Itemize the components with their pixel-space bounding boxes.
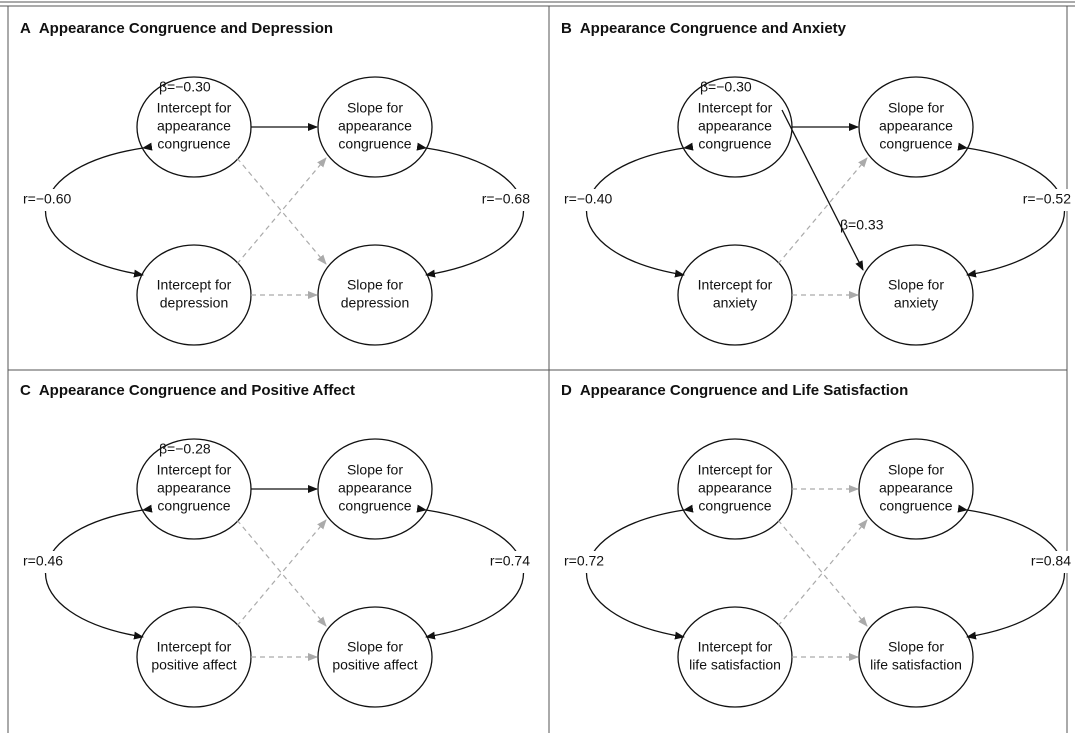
node-label: Intercept for — [157, 639, 232, 655]
label-bg — [995, 189, 1075, 211]
panel: A Appearance Congruence and Depression Int… — [20, 20, 534, 346]
node-label: congruence — [879, 498, 952, 514]
r-label: r=0.46 — [23, 553, 63, 569]
node-label: appearance — [338, 118, 412, 134]
node-label: anxiety — [713, 295, 757, 311]
node-label: congruence — [698, 498, 771, 514]
node-label: Intercept for — [698, 277, 773, 293]
label-bg — [561, 551, 641, 573]
correlation-arrow — [45, 504, 153, 640]
path-arrow — [781, 109, 864, 271]
panel-letter: A — [20, 20, 31, 37]
node-label: positive affect — [332, 657, 417, 673]
r-label: r=0.74 — [490, 553, 530, 569]
node-label: Slope for — [888, 462, 944, 478]
r-label: r=−0.40 — [564, 191, 612, 207]
node-label: appearance — [879, 480, 953, 496]
node-label: appearance — [698, 480, 772, 496]
node-label: Slope for — [888, 100, 944, 116]
node — [858, 244, 974, 346]
node-label: Slope for — [888, 277, 944, 293]
panel-letter: D — [561, 382, 572, 399]
beta-label: β=−0.30 — [700, 79, 752, 95]
beta-label: β=−0.30 — [159, 79, 211, 95]
node-label: Slope for — [347, 462, 403, 478]
r-label: r=0.84 — [1031, 553, 1071, 569]
correlation-arrow — [957, 504, 1065, 640]
node — [317, 76, 433, 178]
node-label: congruence — [698, 136, 771, 152]
node-label: positive affect — [151, 657, 236, 673]
node-label: Slope for — [888, 639, 944, 655]
label-bg — [20, 189, 100, 211]
panel-title: D Appearance Congruence and Life Satisfac… — [561, 382, 908, 399]
panel-title-text: Appearance Congruence and Positive Affec… — [39, 382, 355, 399]
node-label: Slope for — [347, 639, 403, 655]
node-label: appearance — [338, 480, 412, 496]
node — [858, 438, 974, 540]
node-label: depression — [160, 295, 229, 311]
panel-title: C Appearance Congruence and Positive Affe… — [20, 382, 355, 399]
panel: D Appearance Congruence and Life Satisfac… — [561, 382, 1075, 708]
node-label: Intercept for — [698, 100, 773, 116]
node-label: appearance — [698, 118, 772, 134]
node-label: appearance — [157, 480, 231, 496]
node-label: Slope for — [347, 277, 403, 293]
correlation-arrow — [586, 504, 694, 640]
node — [858, 606, 974, 708]
node-label: depression — [341, 295, 410, 311]
label-bg — [454, 189, 534, 211]
node-label: congruence — [157, 498, 230, 514]
node-label: appearance — [879, 118, 953, 134]
node-label: life satisfaction — [870, 657, 962, 673]
panel-letter: C — [20, 382, 31, 399]
node-label: Intercept for — [157, 277, 232, 293]
panel: B Appearance Congruence and Anxiety Interc… — [561, 20, 1075, 346]
node-label: life satisfaction — [689, 657, 781, 673]
beta-label: β=0.33 — [840, 217, 884, 233]
panel-title-text: Appearance Congruence and Anxiety — [580, 20, 847, 37]
node-label: congruence — [879, 136, 952, 152]
r-label: r=0.72 — [564, 553, 604, 569]
node — [858, 76, 974, 178]
node-label: Intercept for — [698, 462, 773, 478]
r-label: r=−0.52 — [1023, 191, 1071, 207]
r-label: r=−0.68 — [482, 191, 530, 207]
node-label: congruence — [157, 136, 230, 152]
label-bg — [995, 551, 1075, 573]
panel-title-text: Appearance Congruence and Life Satisfact… — [580, 382, 908, 399]
node — [317, 244, 433, 346]
correlation-arrow — [416, 504, 524, 640]
panel: C Appearance Congruence and Positive Affe… — [20, 382, 534, 708]
correlation-arrow — [586, 142, 694, 278]
node-label: appearance — [157, 118, 231, 134]
label-bg — [454, 551, 534, 573]
beta-label: β=−0.28 — [159, 441, 211, 457]
panel-title: A Appearance Congruence and Depression — [20, 20, 333, 37]
correlation-arrow — [416, 142, 524, 278]
node-label: Intercept for — [157, 462, 232, 478]
node-label: congruence — [338, 136, 411, 152]
path-arrow — [777, 157, 868, 265]
node — [317, 438, 433, 540]
correlation-arrow — [45, 142, 153, 278]
node-label: Slope for — [347, 100, 403, 116]
r-label: r=−0.60 — [23, 191, 71, 207]
label-bg — [20, 551, 100, 573]
node-label: Intercept for — [698, 639, 773, 655]
panel-title: B Appearance Congruence and Anxiety — [561, 20, 847, 37]
correlation-arrow — [957, 142, 1065, 278]
node — [317, 606, 433, 708]
node-label: anxiety — [894, 295, 938, 311]
label-bg — [561, 189, 641, 211]
panel-letter: B — [561, 20, 572, 37]
panel-title-text: Appearance Congruence and Depression — [39, 20, 333, 37]
node-label: Intercept for — [157, 100, 232, 116]
node-label: congruence — [338, 498, 411, 514]
